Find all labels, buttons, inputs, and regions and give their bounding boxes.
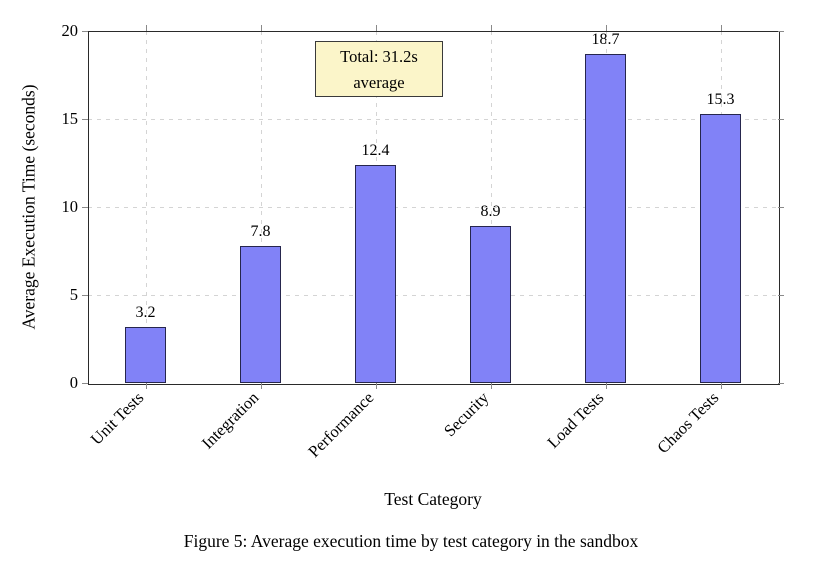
y-tick-mark-right [778, 31, 784, 32]
x-tick-label-text: Chaos Tests [652, 387, 722, 458]
figure-caption: Figure 5: Average execution time by test… [0, 531, 822, 552]
x-tick-label-text: Integration [197, 387, 262, 453]
v-gridline-1 [145, 31, 147, 383]
y-tick-label-text: 20 [61, 21, 79, 40]
y-tick-mark [82, 207, 88, 208]
x-tick-mark [145, 383, 147, 389]
y-tick-mark [82, 31, 88, 32]
y-tick-label-text: 10 [61, 197, 79, 216]
bar-security [470, 226, 511, 383]
figure-caption-text: Figure 5: Average execution time by test… [183, 531, 639, 551]
bar-unit-tests [125, 326, 166, 383]
x-tick-mark-top [145, 25, 147, 31]
h-gridline-10 [88, 207, 778, 208]
bar-performance [355, 164, 396, 383]
y-tick-mark-right [778, 383, 784, 384]
y-tick-mark [82, 295, 88, 296]
x-tick-mark [720, 383, 722, 389]
y-tick-label-text: 0 [69, 373, 78, 392]
x-tick-label-text: Security [439, 387, 492, 441]
v-gridline-2 [260, 31, 262, 383]
v-gridline-4 [490, 31, 492, 383]
x-tick-mark-top [260, 25, 262, 31]
h-gridline-5 [88, 295, 778, 296]
x-tick-mark-top [490, 25, 492, 31]
x-tick-label-text: Load Tests [542, 387, 607, 452]
x-tick-mark [375, 383, 377, 389]
y-tick-mark-right [778, 295, 784, 296]
annotation-line-2: average [353, 72, 405, 92]
bar-chaos-tests [700, 113, 741, 383]
bar-integration [240, 245, 281, 383]
x-tick-mark [260, 383, 262, 389]
y-tick-mark-right [778, 119, 784, 120]
x-tick-mark-top [375, 25, 377, 31]
x-tick-mark-top [605, 25, 607, 31]
x-tick-mark-top [720, 25, 722, 31]
x-tick-mark [605, 383, 607, 389]
y-tick-mark-right [778, 207, 784, 208]
y-axis-label-text: Average Execution Time (seconds) [18, 84, 39, 330]
annotation-line-1: Total: 31.2s [340, 47, 418, 66]
h-gridline-15 [88, 119, 778, 120]
x-axis-label: Test Category [88, 489, 778, 510]
bar-load-tests [585, 53, 626, 383]
y-tick-label-text: 15 [61, 109, 79, 128]
y-tick-mark [82, 119, 88, 120]
x-tick-mark [490, 383, 492, 389]
y-tick-mark [82, 383, 88, 384]
y-tick-label-text: 5 [69, 285, 78, 304]
x-tick-label-text: Unit Tests [86, 387, 147, 449]
total-annotation-box: Total: 31.2s average [315, 41, 443, 97]
x-tick-label-text: Performance [303, 387, 377, 461]
x-axis-label-text: Test Category [384, 489, 482, 509]
